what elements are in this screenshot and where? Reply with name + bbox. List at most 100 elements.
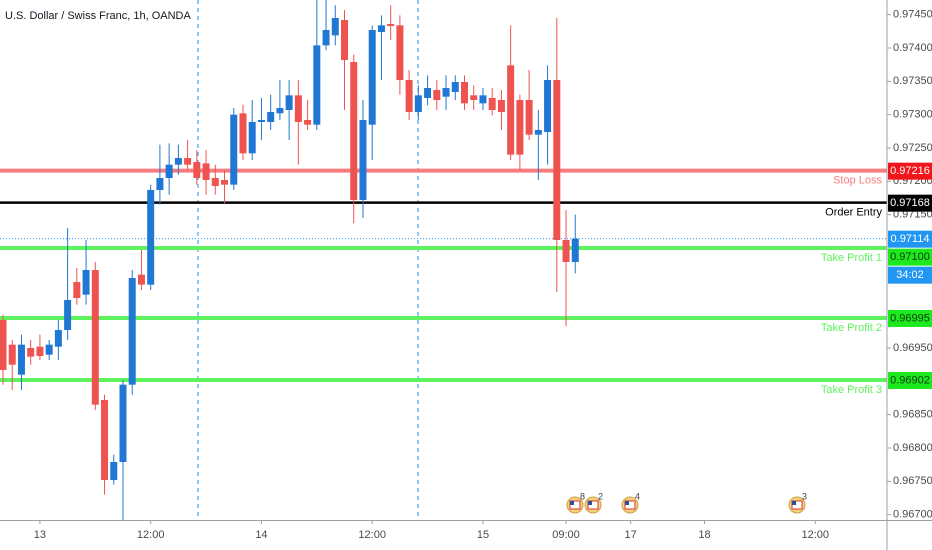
price-tags: 0.97216 0.97168 0.97100 0.96995 0.96902 0.971… — [888, 162, 932, 389]
x-tick-label: 13 — [34, 529, 46, 541]
candle-body — [424, 88, 432, 98]
event-flag-canton — [588, 501, 592, 505]
candle-body — [571, 238, 579, 262]
candle-body — [479, 95, 487, 104]
candle-body — [221, 180, 229, 185]
chart-title: U.S. Dollar / Swiss Franc, 1h, OANDA — [5, 10, 191, 22]
candle-body — [165, 164, 173, 178]
y-tick-label: 0.96750 — [893, 475, 932, 487]
candle-body — [359, 120, 367, 200]
candle-body — [396, 25, 404, 80]
candle-body — [193, 162, 201, 178]
level-name: Take Profit 1 — [821, 252, 882, 264]
candle-body — [433, 90, 441, 100]
candle-body — [525, 100, 533, 135]
candle-body — [414, 95, 422, 112]
event-flag-canton — [625, 501, 629, 505]
candle-body — [91, 270, 99, 405]
level-price-tag: 0.96995 — [890, 312, 930, 324]
x-tick-label: 14 — [255, 529, 267, 541]
level-price-tag-bg — [888, 248, 932, 266]
level-price-tag: 0.97168 — [890, 197, 930, 209]
event-count: 3 — [802, 491, 807, 501]
level-name: Stop Loss — [833, 175, 882, 187]
candle-body — [119, 384, 127, 462]
candle-body — [230, 114, 238, 185]
candle-body — [211, 178, 219, 186]
y-tick-label: 0.97400 — [893, 42, 932, 54]
x-tick-label: 17 — [625, 529, 637, 541]
candle-body — [405, 80, 413, 112]
event-count: 8 — [580, 491, 585, 501]
level-name: Order Entry — [825, 207, 882, 219]
candle-body — [331, 18, 339, 36]
y-tick-label: 0.97350 — [893, 75, 932, 87]
level-price-tag: 0.97100 — [890, 251, 930, 263]
candle-body — [202, 163, 210, 180]
event-count: 4 — [635, 491, 640, 501]
x-tick-label: 12:00 — [358, 529, 386, 541]
time-axis-bg — [0, 520, 932, 550]
y-tick-label: 0.96850 — [893, 409, 932, 421]
candle-body — [110, 462, 118, 480]
candle-body — [82, 270, 90, 295]
level-price-tag: 0.97216 — [890, 165, 930, 177]
candle-body — [562, 240, 570, 262]
candle-body — [239, 113, 247, 154]
y-tick-label: 0.97250 — [893, 142, 932, 154]
candle-body — [174, 158, 182, 165]
level-price-tag-bg — [888, 194, 932, 212]
candle-body — [156, 178, 164, 190]
candle-body — [101, 400, 109, 480]
x-tick-label: 12:00 — [137, 529, 165, 541]
candle-body — [313, 45, 321, 125]
candle-body — [368, 30, 376, 125]
events: 8 2 4 3 — [566, 491, 807, 514]
x-tick-label: 15 — [477, 529, 489, 541]
axes: 0.97450 0.97400 0.97350 0.97300 0.97250 0.972… — [34, 9, 932, 541]
candle-body — [497, 100, 505, 112]
level-price-tag: 0.96902 — [890, 374, 930, 386]
current-price-tag: 0.97114 — [891, 233, 930, 245]
y-tick-label: 0.97450 — [893, 9, 932, 21]
level-price-tag-bg — [888, 162, 932, 180]
candle-body — [341, 20, 349, 60]
candle-body — [267, 112, 275, 122]
candle-body — [73, 282, 81, 298]
candle-body — [377, 25, 385, 32]
candle-body — [276, 108, 284, 114]
candle-body — [451, 82, 459, 92]
candle-body — [534, 130, 542, 135]
event-count: 2 — [598, 491, 603, 501]
candle-body — [64, 300, 72, 330]
candle-body — [304, 120, 312, 125]
candle-body — [387, 24, 395, 26]
candle-body — [461, 82, 468, 104]
candle-body — [507, 65, 515, 155]
event-flag-canton — [570, 501, 574, 505]
x-tick-label: 12:00 — [801, 529, 829, 541]
level-price-tag-bg — [888, 372, 932, 389]
candle-body — [0, 320, 7, 370]
candle-body — [8, 344, 16, 365]
candle-body — [544, 80, 552, 132]
y-tick-label: 0.96800 — [893, 442, 932, 454]
candle-body — [184, 158, 192, 165]
candle-body — [257, 120, 265, 122]
candle-body — [350, 62, 358, 200]
level-price-tag-bg — [888, 310, 932, 327]
countdown-tag-bg — [888, 266, 932, 284]
candle-body — [442, 88, 450, 97]
candle-body — [488, 98, 496, 110]
level-name: Take Profit 3 — [821, 384, 882, 396]
candle-body — [294, 95, 302, 122]
y-tick-label: 0.96950 — [893, 342, 932, 354]
x-tick-label: 18 — [698, 529, 710, 541]
candles — [0, 0, 579, 520]
candle-body — [128, 278, 136, 385]
candle-body — [54, 330, 62, 347]
candle-body — [137, 274, 145, 285]
candle-body — [553, 80, 561, 240]
candle-body — [285, 95, 293, 110]
